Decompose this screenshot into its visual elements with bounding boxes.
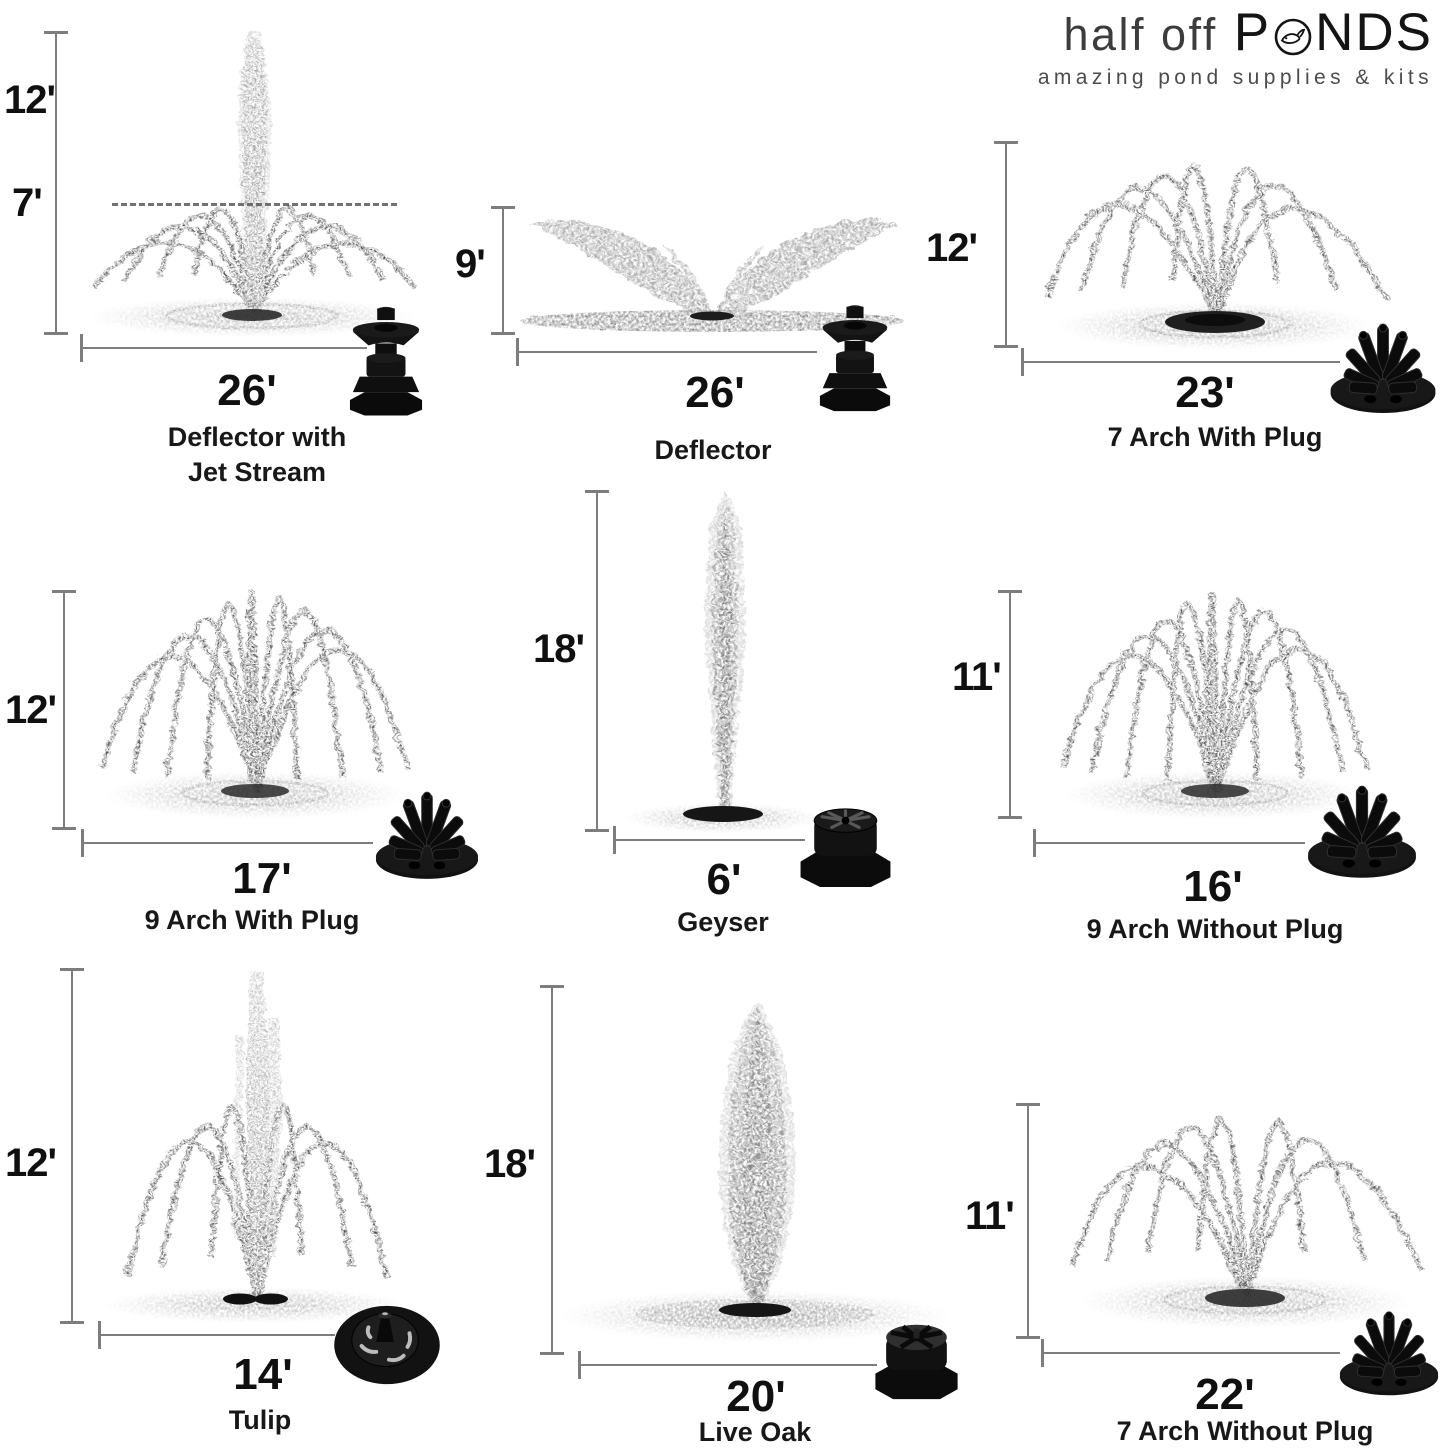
deflector-nozzle-photo [819, 305, 891, 412]
width-dimension-line [613, 826, 805, 854]
width-label: 26' [217, 366, 277, 415]
geyser-spray-illustration [625, 488, 821, 833]
width-label: 14' [233, 1350, 293, 1399]
tulip-disc-nozzle-photo [334, 1305, 440, 1385]
width-label: 23' [1175, 368, 1235, 417]
height-label: 12' [926, 226, 978, 270]
width-dimension-line [1033, 829, 1305, 857]
height-dimension-line [44, 31, 68, 335]
height-dimension-line [540, 985, 564, 1355]
height-reference-dashed-line [112, 203, 397, 206]
width-dimension-line [1021, 348, 1340, 376]
height-label: 12' [5, 1141, 57, 1185]
width-dimension-line [80, 334, 367, 362]
brand-name-light: half off [1063, 9, 1218, 60]
multi-tube-nozzle-photo [1339, 1311, 1439, 1396]
multi-tube-nozzle-photo [375, 791, 479, 879]
brand-bold-post: NDS [1315, 3, 1433, 62]
7-arch-spray-illustration [1040, 1080, 1445, 1328]
deflector-jet-spray-illustration [70, 28, 440, 337]
height-dimension-line [491, 206, 515, 335]
mid-height-label: 7' [12, 181, 43, 225]
height-dimension-line [585, 490, 609, 832]
fountain-name-label: Deflector with Jet Stream [168, 420, 347, 490]
brand-bold-pre: P [1233, 3, 1272, 62]
fountain-name-label: Deflector [654, 435, 772, 465]
name-line-2: Jet Stream [187, 457, 327, 488]
fountain-name-label: Live Oak [698, 1417, 812, 1447]
width-dimension-line [1041, 1339, 1340, 1367]
deflector-spray-illustration [520, 217, 904, 332]
7-arch-spray-illustration [1010, 140, 1445, 350]
live-oak-nozzle-photo [875, 1324, 958, 1400]
height-dimension-line [60, 968, 84, 1324]
width-label: 20' [726, 1372, 786, 1421]
fish-in-o-icon [1274, 18, 1312, 55]
height-label: 18' [533, 627, 585, 671]
name-line-1: Deflector with [167, 422, 347, 452]
fountain-name-label: Geyser [677, 907, 769, 937]
width-dimension-line [81, 829, 373, 857]
multi-tube-nozzle-photo [1308, 785, 1416, 878]
multi-tube-nozzle-photo [1330, 323, 1436, 414]
height-label: 18' [484, 1142, 536, 1186]
deflector-jet-nozzle-photo [349, 306, 423, 416]
height-dimension-line [994, 141, 1018, 348]
height-dimension-line [998, 590, 1022, 819]
brand-name: half off P NDS [1038, 2, 1433, 63]
width-label: 22' [1195, 1370, 1255, 1419]
fountain-name-label: Tulip [228, 1405, 292, 1435]
9-arch-spray-illustration [1015, 580, 1445, 819]
brand-tagline: amazing pond supplies & kits [1037, 66, 1433, 89]
fountain-name-label: 7 Arch Without Plug [1116, 1416, 1374, 1446]
height-dimension-line [1016, 1103, 1040, 1339]
height-label: 11' [952, 655, 1002, 699]
9-arch-spray-illustration [80, 580, 480, 819]
width-label: 17' [232, 854, 292, 903]
width-label: 6' [706, 855, 742, 904]
height-label: 12' [5, 688, 57, 732]
fountain-name-label: 9 Arch With Plug [144, 905, 360, 935]
height-label: 12' [4, 78, 56, 122]
width-dimension-line [516, 338, 817, 366]
height-label: 9' [455, 242, 486, 286]
height-label: 11' [965, 1194, 1015, 1238]
width-label: 16' [1183, 862, 1243, 911]
brand-name-bold: P NDS [1234, 2, 1433, 63]
width-label: 26' [685, 368, 745, 417]
fountain-name-label: 9 Arch Without Plug [1086, 914, 1344, 944]
live-oak-spray-illustration [560, 1000, 950, 1342]
brand-logo: half off P NDS amazing pond supplies & ki… [1038, 2, 1433, 90]
tulip-spray-illustration [105, 970, 405, 1323]
geyser-nozzle-photo [800, 808, 891, 888]
height-dimension-line [52, 590, 76, 830]
width-dimension-line [578, 1351, 877, 1379]
width-dimension-line [98, 1321, 335, 1349]
fountain-name-label: 7 Arch With Plug [1107, 422, 1323, 452]
